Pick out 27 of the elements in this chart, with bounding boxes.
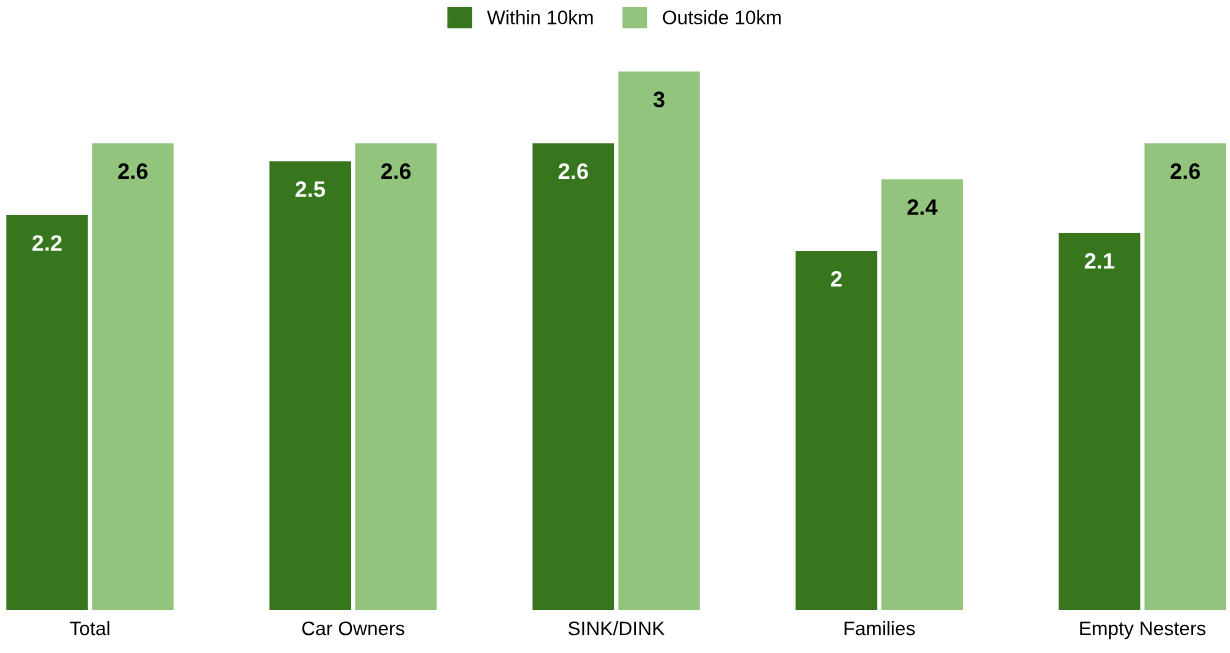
bar bbox=[92, 143, 174, 610]
x-tick-label: SINK/DINK bbox=[568, 621, 665, 636]
data-label: 2.6 bbox=[381, 163, 411, 180]
bar bbox=[795, 251, 878, 610]
data-label: 2.6 bbox=[1170, 163, 1200, 180]
data-label: 2.5 bbox=[295, 181, 326, 198]
data-label: 2 bbox=[830, 271, 842, 287]
x-tick-label: Total bbox=[69, 621, 110, 636]
bar bbox=[6, 215, 88, 610]
data-label: 2.4 bbox=[907, 199, 938, 215]
bar bbox=[269, 161, 351, 610]
x-tick-label: Car Owners bbox=[302, 621, 405, 636]
data-label: 3 bbox=[653, 91, 665, 108]
legend-label: Within 10km bbox=[487, 10, 593, 25]
bar bbox=[355, 143, 437, 610]
x-tick-label: Empty Nesters bbox=[1080, 621, 1206, 640]
bar bbox=[881, 179, 963, 610]
data-label: 2.1 bbox=[1084, 253, 1115, 269]
bar bbox=[618, 71, 700, 610]
data-label: 2.6 bbox=[558, 163, 588, 180]
x-tick-label: Families bbox=[844, 621, 915, 636]
data-label: 2.6 bbox=[118, 163, 148, 180]
bar bbox=[1144, 143, 1227, 610]
data-label: 2.2 bbox=[32, 235, 62, 251]
bar bbox=[532, 143, 615, 610]
bar bbox=[1058, 233, 1141, 610]
legend-label: Outside 10km bbox=[662, 10, 781, 25]
